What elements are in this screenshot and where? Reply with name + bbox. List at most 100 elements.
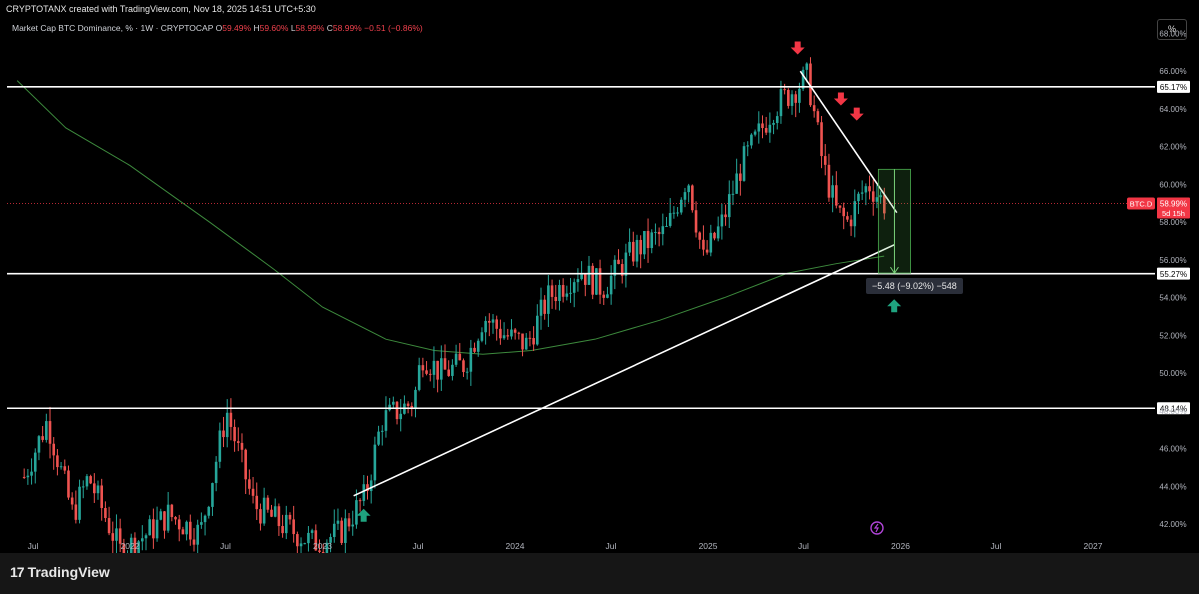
candle-body xyxy=(809,63,812,106)
candle-body xyxy=(288,514,292,520)
candle-body xyxy=(93,483,96,494)
candle-body xyxy=(111,533,115,541)
y-tick-label: 48.00% xyxy=(1159,407,1186,416)
candle-body xyxy=(392,401,395,405)
down-arrow-icon xyxy=(849,107,864,121)
legend-high-label: H xyxy=(253,23,260,33)
candle-body xyxy=(56,455,59,468)
candle-body xyxy=(277,506,281,527)
up-arrow-icon xyxy=(356,508,371,522)
trendline xyxy=(353,244,895,497)
candle-body xyxy=(860,192,864,194)
legend-low: 58.99% xyxy=(295,23,325,33)
candle-body xyxy=(196,524,199,545)
last-price-tag: 58.99% xyxy=(1160,199,1187,208)
candle-body xyxy=(273,506,277,517)
candle-body xyxy=(583,273,587,285)
percent-scale-button[interactable]: % xyxy=(1157,19,1187,40)
moving-average-layer xyxy=(16,80,885,355)
candle-body xyxy=(801,69,805,89)
candle-body xyxy=(225,412,229,438)
candle-body xyxy=(543,299,546,314)
x-tick-label: Jul xyxy=(991,541,1002,551)
tradingview-logo[interactable]: 17 TradingView xyxy=(10,564,110,580)
candle-body xyxy=(488,320,491,323)
candle-body xyxy=(698,232,702,240)
symbol-tag-bg xyxy=(1127,197,1155,210)
candle-body xyxy=(296,534,299,547)
candle-body xyxy=(344,518,347,543)
last-price-tag-bg xyxy=(1157,197,1190,219)
arrows-layer xyxy=(356,41,902,535)
candle-body xyxy=(554,296,558,302)
candle-body xyxy=(624,252,628,276)
candle-body xyxy=(646,231,650,249)
candle-body xyxy=(506,335,510,337)
candle-body xyxy=(70,497,74,505)
candle-body xyxy=(307,532,310,544)
candle-body xyxy=(598,268,602,295)
candle-body xyxy=(107,518,111,534)
y-tick-label: 66.00% xyxy=(1159,67,1186,76)
candle-body xyxy=(255,495,259,510)
candle-body xyxy=(657,231,661,235)
candle-body xyxy=(713,232,716,239)
candle-body xyxy=(757,123,761,132)
candle-body xyxy=(129,537,133,553)
candle-body xyxy=(436,360,439,380)
candle-body xyxy=(587,265,591,285)
candle-body xyxy=(185,521,188,535)
candle-body xyxy=(144,535,148,539)
candle-body xyxy=(499,328,502,339)
candle-body xyxy=(495,319,498,329)
candle-body xyxy=(203,515,207,523)
candle-body xyxy=(868,186,871,192)
price-chart[interactable]: 65.17%55.27%48.14%BTC.D 58.99%5d 15h 42.0… xyxy=(0,0,1199,553)
candle-body xyxy=(473,347,476,352)
candle-body xyxy=(207,506,211,516)
candle-body xyxy=(233,426,236,442)
candle-body xyxy=(366,484,369,492)
candle-body xyxy=(676,212,679,214)
candle-body xyxy=(502,335,506,339)
candle-body xyxy=(133,537,137,553)
author-line: CRYPTOTANX created with TradingView.com,… xyxy=(6,4,316,14)
countdown-tag: 5d 15h xyxy=(1162,209,1185,218)
y-tick-label: 58.00% xyxy=(1159,218,1186,227)
candle-body xyxy=(746,145,750,147)
candle-body xyxy=(443,358,447,370)
candle-body xyxy=(805,63,809,70)
candle-body xyxy=(310,530,314,533)
candle-body xyxy=(281,526,284,534)
candle-body xyxy=(74,504,78,520)
candle-body xyxy=(37,436,41,453)
candle-body xyxy=(683,192,687,200)
candle-body xyxy=(572,282,576,293)
candle-body xyxy=(462,360,465,373)
candle-body xyxy=(358,500,362,502)
trendlines-layer xyxy=(353,70,898,497)
candle-body xyxy=(827,164,831,198)
candle-body xyxy=(380,430,384,432)
candle-body xyxy=(395,401,399,420)
x-tick-label: 2026 xyxy=(891,541,910,551)
candle-body xyxy=(63,466,67,471)
candle-body xyxy=(347,518,351,527)
legend-change: −0.51 (−0.86%) xyxy=(364,23,423,33)
x-tick-label: 2023 xyxy=(313,541,332,551)
candle-body xyxy=(122,543,126,553)
candle-body xyxy=(532,338,535,345)
x-tick-label: 2024 xyxy=(506,541,525,551)
candle-body xyxy=(447,369,451,376)
candle-body xyxy=(266,497,270,510)
candle-body xyxy=(192,539,196,545)
candle-body xyxy=(783,89,786,91)
candle-body xyxy=(384,410,388,431)
candle-body xyxy=(705,249,709,253)
brand-name: TradingView xyxy=(27,564,110,580)
candle-body xyxy=(779,89,783,117)
candle-body xyxy=(454,353,458,365)
measure-label: −5.48 (−9.02%) −548 xyxy=(866,278,963,294)
candle-body xyxy=(222,430,225,438)
candle-body xyxy=(547,285,550,314)
